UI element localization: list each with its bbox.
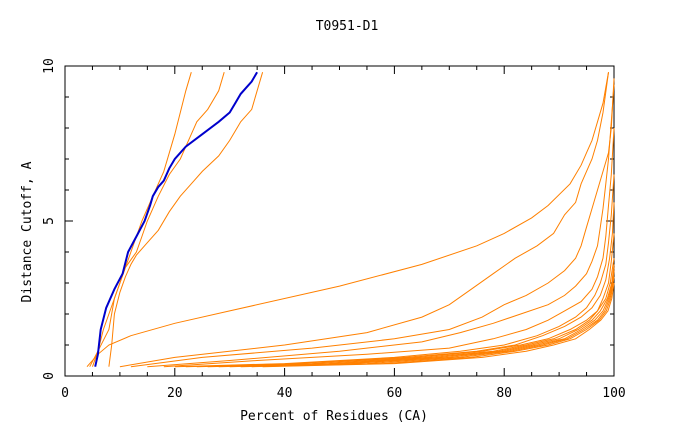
y-tick-label: 5: [42, 217, 57, 225]
x-tick-label: 80: [496, 386, 512, 401]
x-tick-label: 60: [387, 386, 403, 401]
chart-title: T0951-D1: [316, 19, 379, 34]
series-line: [185, 202, 615, 368]
series-line: [119, 72, 609, 368]
series-line: [218, 264, 615, 368]
x-axis-label: Percent of Residues (CA): [240, 409, 428, 424]
series-line: [130, 78, 615, 368]
series-line: [108, 72, 264, 367]
series-lines: [86, 71, 615, 368]
series-line: [196, 233, 615, 368]
y-tick-label: 0: [42, 372, 57, 380]
x-tick-label: 100: [602, 386, 625, 401]
series-line: [262, 282, 615, 368]
x-tick-label: 20: [167, 386, 183, 401]
y-axis-ticks: 0 5 10: [42, 58, 614, 380]
series-line: [89, 72, 225, 367]
x-tick-label: 40: [277, 386, 293, 401]
y-axis-label: Distance Cutoff, A: [20, 161, 35, 302]
series-line: [207, 258, 615, 368]
series-line: [240, 270, 615, 368]
highlight-series-line: [94, 71, 258, 367]
series-line: [147, 84, 615, 368]
x-axis-ticks: 0 20 40 60 80 100: [61, 66, 626, 401]
series-line: [86, 72, 609, 368]
series-line: [229, 267, 615, 368]
series-line: [174, 174, 615, 368]
y-tick-label: 10: [42, 58, 57, 74]
x-tick-label: 0: [61, 386, 69, 401]
series-line: [251, 276, 615, 368]
series-line: [163, 127, 615, 368]
